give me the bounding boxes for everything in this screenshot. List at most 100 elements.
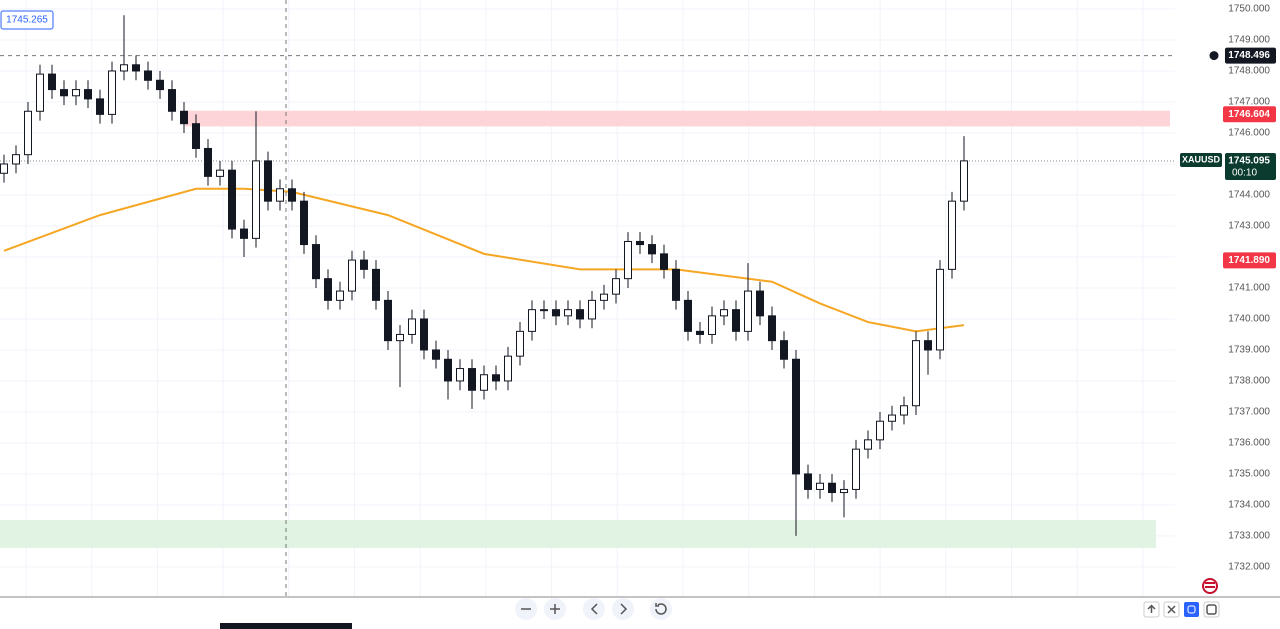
candle-body xyxy=(264,160,272,202)
y-tick-label: 1733.000 xyxy=(1228,531,1270,542)
grid xyxy=(0,0,1175,597)
candle-body xyxy=(276,188,284,202)
candle-body xyxy=(696,330,704,335)
candle-body xyxy=(420,318,428,351)
candle-body xyxy=(924,340,932,351)
candle-body xyxy=(120,64,128,72)
symbol-box xyxy=(1180,153,1222,168)
candle-body xyxy=(0,163,8,174)
candle-body xyxy=(48,73,56,91)
price-label-box xyxy=(1223,106,1276,123)
reset-button[interactable] xyxy=(650,598,672,620)
candle-body xyxy=(12,154,20,165)
candle-body xyxy=(144,70,152,81)
y-tick-label: 1743.000 xyxy=(1228,221,1270,232)
candle-body xyxy=(504,355,512,382)
y-tick-label: 1749.000 xyxy=(1228,35,1270,46)
candle-body xyxy=(108,70,116,115)
candle-body xyxy=(324,278,332,301)
symbol: XAUUSD xyxy=(1182,154,1221,164)
candle-body xyxy=(336,290,344,301)
candle-body xyxy=(792,358,800,475)
y-tick-label: 1740.000 xyxy=(1228,314,1270,325)
candle-body xyxy=(228,169,236,230)
candle-body xyxy=(732,309,740,332)
zoom-in-button[interactable] xyxy=(544,598,566,620)
up-button[interactable] xyxy=(1143,601,1160,618)
candle-body xyxy=(876,420,884,441)
candle-body xyxy=(480,374,488,391)
candle-body xyxy=(864,439,872,450)
y-tick-label: 1738.000 xyxy=(1228,376,1270,387)
candle-body xyxy=(192,123,200,149)
candle-body xyxy=(432,349,440,360)
last-price: 1745.095 xyxy=(1228,156,1270,167)
scrollbar xyxy=(220,623,352,629)
price-axis: 1732.000 1733.000 1734.000 1735.000 1736.000… xyxy=(1175,0,1280,597)
candle-body xyxy=(888,414,896,422)
candle-body xyxy=(360,259,368,270)
crosshair-plus xyxy=(1208,50,1220,62)
zoom-out-button[interactable] xyxy=(515,598,537,620)
y-tick-label: 1746.000 xyxy=(1228,128,1270,139)
fullscreen-button[interactable] xyxy=(1203,601,1220,618)
y-tick-label: 1741.000 xyxy=(1228,283,1270,294)
candle-body xyxy=(216,169,224,177)
countdown: 00:10 xyxy=(1232,168,1257,179)
close-button[interactable] xyxy=(1163,601,1180,618)
y-tick-label: 1750.000 xyxy=(1228,4,1270,15)
candle-body xyxy=(384,299,392,342)
axis-background xyxy=(1175,0,1280,597)
candle-body xyxy=(576,309,584,320)
candle-body xyxy=(672,268,680,301)
candle-body xyxy=(912,340,920,407)
y-tick-label: 1747.000 xyxy=(1228,97,1270,108)
marks xyxy=(0,15,968,536)
candle-body xyxy=(300,200,308,246)
candle-body xyxy=(156,79,164,91)
candle-body xyxy=(132,64,140,72)
candle-body xyxy=(588,299,596,320)
candle-body xyxy=(552,309,560,317)
candle-body xyxy=(252,160,260,239)
y-tick-label: 1748.000 xyxy=(1228,66,1270,77)
candle-body xyxy=(804,473,812,490)
price-label: 1746.604 xyxy=(1228,109,1270,120)
candle-body xyxy=(636,240,644,246)
candle-body xyxy=(936,268,944,351)
candle-body xyxy=(540,309,548,312)
candle-body xyxy=(36,73,44,112)
candle-body xyxy=(84,89,92,100)
candle-body xyxy=(60,89,68,97)
last-price-box xyxy=(1225,153,1276,181)
candle-body xyxy=(96,98,104,115)
scroll-right-button[interactable] xyxy=(612,598,634,620)
candle-body xyxy=(348,259,356,292)
candle-body xyxy=(528,309,536,332)
y-tick-label: 1732.000 xyxy=(1228,562,1270,573)
candle-body xyxy=(444,358,452,382)
candle-body xyxy=(660,253,668,270)
candle-body xyxy=(684,299,692,332)
auto-scale-button[interactable] xyxy=(1184,602,1199,617)
candle-body xyxy=(204,147,212,177)
y-tick-label: 1736.000 xyxy=(1228,438,1270,449)
price-label-box xyxy=(1223,252,1276,269)
candle-body xyxy=(780,340,788,360)
candle-body xyxy=(468,368,476,391)
candle-body xyxy=(840,488,848,494)
candle-body xyxy=(72,89,80,97)
candle-body xyxy=(180,110,188,125)
candle-body xyxy=(408,318,416,335)
scroll-left-button[interactable] xyxy=(583,598,605,620)
candle-body xyxy=(612,278,620,295)
zone xyxy=(185,110,1170,127)
candle-body xyxy=(948,200,956,270)
zone xyxy=(0,520,1156,549)
corner-price-box xyxy=(0,10,54,30)
y-tick-label: 1739.000 xyxy=(1228,345,1270,356)
candle-body xyxy=(288,188,296,202)
y-tick-label: 1734.000 xyxy=(1228,500,1270,511)
